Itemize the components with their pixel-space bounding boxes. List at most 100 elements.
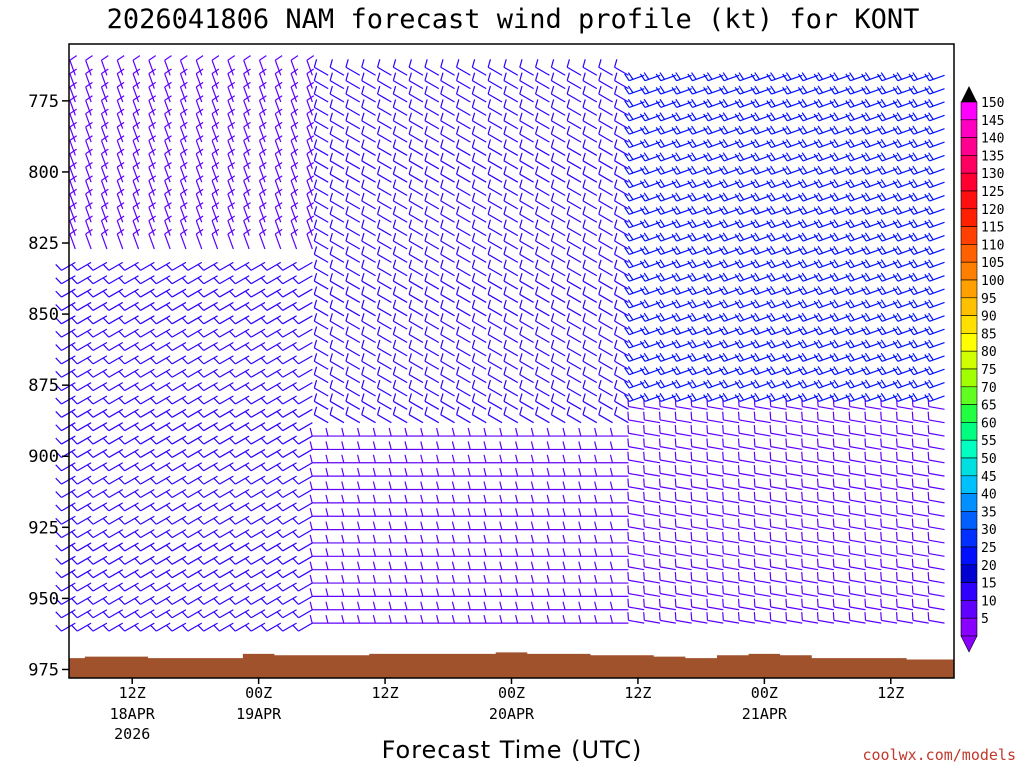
barb-flag	[420, 467, 424, 477]
barb-staff	[314, 280, 329, 290]
wind-barb	[420, 521, 439, 531]
wind-barb	[118, 355, 139, 365]
barb-staff	[219, 502, 234, 512]
wind-barb	[578, 574, 597, 584]
wind-barb	[627, 598, 645, 611]
barb-staff	[377, 360, 392, 370]
wind-barb	[55, 275, 76, 285]
wind-barb	[534, 152, 550, 170]
wind-barb	[118, 435, 139, 445]
barb-flag	[582, 85, 586, 95]
wind-barb	[71, 475, 92, 485]
barb-staff	[92, 595, 108, 605]
wind-barb	[260, 582, 282, 592]
barb-flag	[213, 504, 220, 512]
barb-flag	[487, 125, 492, 135]
barb-flag	[118, 624, 126, 632]
wind-barb	[258, 202, 267, 223]
barb-flag	[546, 441, 550, 450]
barb-staff	[472, 374, 487, 384]
barb-flag	[85, 81, 93, 88]
wind-barb	[100, 55, 109, 76]
wind-barb	[655, 139, 677, 149]
wind-barb	[483, 548, 503, 557]
barb-staff	[659, 405, 676, 410]
barb-flag	[244, 317, 252, 325]
barb-flag	[102, 370, 110, 378]
barb-flag	[290, 175, 299, 181]
wind-barb	[134, 529, 155, 539]
barb-flag	[361, 353, 365, 362]
barb-staff	[306, 113, 313, 129]
barb-flag	[329, 326, 333, 335]
barb-staff	[211, 193, 219, 210]
barb-flag	[639, 327, 646, 335]
barb-flag	[181, 544, 189, 552]
barb-staff	[140, 502, 155, 512]
wind-barb	[566, 366, 582, 384]
wind-barb	[341, 534, 360, 544]
barb-staff	[219, 569, 234, 579]
barb-flag	[292, 584, 299, 592]
barb-flag	[550, 99, 555, 108]
barb-staff	[598, 334, 613, 344]
barb-flag	[408, 112, 412, 121]
barb-flag	[392, 139, 397, 148]
barb-flag	[85, 95, 93, 101]
barb-flag	[132, 108, 141, 115]
barb-staff	[487, 240, 503, 250]
barb-staff	[377, 227, 392, 237]
barb-flag	[309, 548, 313, 557]
barb-flag	[180, 175, 188, 181]
wind-barb	[290, 95, 299, 116]
barb-flag	[627, 379, 634, 388]
barb-flag	[85, 68, 93, 75]
wind-barb	[165, 275, 187, 285]
barb-staff	[140, 288, 155, 298]
wind-barb	[345, 125, 361, 143]
barb-flag	[578, 494, 582, 504]
wind-barb	[655, 205, 677, 215]
wind-barb	[179, 162, 188, 183]
barb-staff	[519, 120, 534, 130]
wind-barb	[102, 408, 124, 418]
barb-flag	[392, 406, 397, 415]
wind-barb	[329, 393, 345, 410]
wind-barb	[467, 548, 487, 557]
barb-flag	[424, 339, 428, 349]
barb-flag	[345, 192, 349, 202]
barb-flag	[55, 544, 62, 552]
barb-staff	[282, 435, 297, 445]
wind-barb	[71, 515, 92, 525]
wind-barb	[455, 179, 471, 197]
wind-barb	[550, 326, 566, 344]
barb-flag	[534, 219, 539, 228]
wind-barb	[309, 508, 329, 517]
barb-flag	[487, 232, 492, 242]
wind-barb	[211, 215, 220, 236]
barb-flag	[101, 68, 109, 75]
barb-staff	[614, 106, 629, 116]
barb-staff	[456, 374, 471, 384]
wind-barb	[643, 478, 661, 491]
wind-barb	[455, 366, 471, 384]
wind-barb	[614, 232, 629, 250]
barb-staff	[76, 555, 92, 565]
barb-staff	[551, 66, 566, 76]
wind-barb	[213, 462, 234, 472]
barb-flag	[229, 464, 236, 472]
barb-flag	[86, 491, 94, 498]
barb-flag	[181, 611, 189, 619]
wind-barb	[118, 315, 139, 325]
wind-barb	[181, 488, 203, 499]
barb-flag	[164, 188, 172, 195]
barb-flag	[471, 313, 476, 322]
wind-barb	[404, 614, 423, 624]
wind-barb	[357, 508, 376, 517]
wind-barb	[132, 175, 141, 196]
barb-flag	[306, 228, 315, 235]
barb-staff	[659, 579, 676, 584]
wind-barb	[627, 505, 645, 517]
wind-barb	[148, 188, 157, 210]
barb-flag	[499, 534, 503, 544]
